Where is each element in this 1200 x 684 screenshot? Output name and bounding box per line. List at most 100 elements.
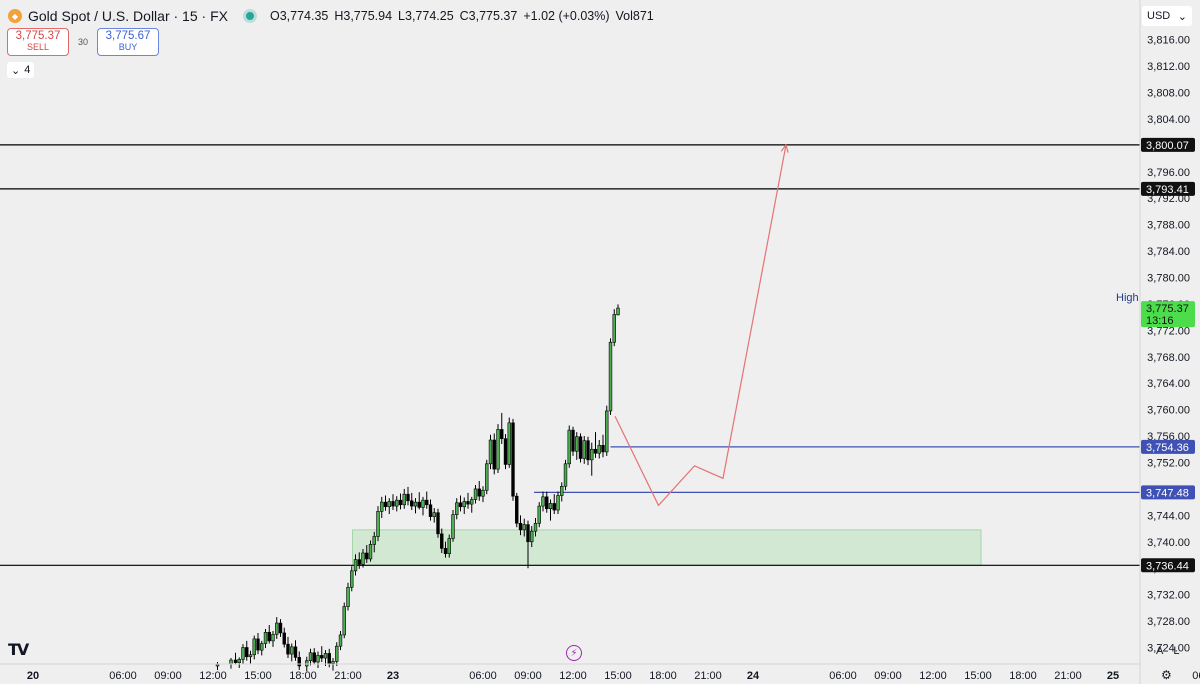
candle-body: [586, 440, 590, 461]
candle-body: [293, 646, 298, 658]
indicators-toggle[interactable]: ⌄ 4: [7, 62, 35, 78]
x-tick-label: 15:00: [244, 670, 272, 682]
lightning-icon[interactable]: ⚡: [566, 645, 582, 661]
candle-body: [526, 524, 530, 543]
candle-body: [552, 503, 556, 511]
y-tick-label: 3,768.00: [1147, 352, 1190, 364]
x-tick-label: 06:00: [829, 670, 857, 682]
candle-body: [350, 570, 354, 588]
price-label-bg: [1141, 558, 1195, 573]
candle-body: [578, 436, 583, 459]
candle-body: [492, 439, 496, 470]
candle-body: [612, 314, 616, 343]
sell-button[interactable]: 3,775.37 SELL: [7, 28, 69, 56]
candle-body: [267, 631, 271, 642]
candle-body: [260, 643, 264, 651]
support-price-label-bg: [1141, 485, 1195, 500]
candle-body: [376, 511, 380, 537]
candle-body: [515, 495, 519, 524]
y-tick-label: 3,732.00: [1147, 590, 1190, 602]
candle-body: [342, 606, 346, 636]
candle-body: [327, 653, 331, 664]
chevron-down-icon: ⌄: [11, 64, 21, 77]
candle-body: [335, 645, 339, 662]
x-tick-label: 06:00: [109, 670, 137, 682]
candle-body: [428, 504, 433, 517]
projection-path[interactable]: [614, 144, 787, 507]
candle-body: [432, 512, 436, 517]
candle-body: [316, 655, 320, 663]
candle-body: [368, 544, 373, 560]
candle-body: [537, 505, 541, 524]
symbol-title[interactable]: Gold Spot / U.S. Dollar · 15 · FX: [28, 8, 228, 24]
candle-body: [290, 646, 294, 655]
auto-scale-button[interactable]: A: [1156, 645, 1164, 657]
log-scale-button[interactable]: L: [1173, 645, 1180, 657]
currency-value: USD: [1147, 10, 1171, 22]
candle-body: [395, 499, 399, 507]
candle-body: [470, 499, 474, 505]
buy-button[interactable]: 3,775.67 BUY: [97, 28, 159, 56]
candle-body: [548, 503, 553, 510]
current-price-label-bg: [1141, 301, 1195, 328]
y-tick-label: 3,752.00: [1147, 457, 1190, 469]
candle-body: [241, 647, 245, 660]
candle-body: [582, 440, 586, 459]
candle-body: [256, 638, 260, 651]
price-label-bg: [1141, 181, 1195, 196]
close-value: C3,775.37: [459, 9, 518, 23]
candle-body: [462, 501, 466, 508]
candle-body: [533, 522, 538, 532]
x-tick-label: 06:0: [1192, 670, 1200, 682]
candle-body: [410, 500, 414, 507]
candle-body: [571, 429, 575, 452]
x-tick-label: 20: [27, 670, 39, 682]
candle-body: [275, 622, 279, 635]
high-value: H3,775.94: [334, 9, 393, 23]
candle-body: [455, 502, 459, 515]
market-status-icon: [245, 12, 254, 20]
candle-body: [323, 653, 328, 659]
support-price-label-bg: [1141, 439, 1195, 454]
candle-body: [263, 631, 268, 644]
candle-body: [417, 501, 421, 508]
demand-zone[interactable]: [352, 529, 982, 566]
low-value: L3,774.25: [398, 9, 454, 23]
candle-body: [556, 495, 560, 511]
buy-price: 3,775.67: [105, 30, 151, 42]
ohlc-values: O3,774.35 H3,775.94 L3,774.25 C3,775.37 …: [270, 9, 654, 23]
candle-body: [361, 552, 365, 565]
candle-body: [575, 436, 579, 452]
candle-body: [297, 657, 301, 667]
y-tick-label: 3,796.00: [1147, 167, 1190, 179]
candle-body: [466, 501, 470, 505]
candle-body: [500, 429, 504, 440]
currency-select[interactable]: USD ⌄: [1142, 6, 1192, 26]
candle-body: [387, 501, 391, 508]
candle-body: [605, 410, 609, 453]
candle-body: [282, 632, 286, 645]
candle-body: [229, 659, 233, 665]
candle-body: [593, 448, 598, 454]
candle-body: [245, 647, 249, 658]
candle-body: [522, 524, 526, 531]
x-tick-label: 06:00: [469, 670, 497, 682]
y-tick-label: 3,760.00: [1147, 405, 1190, 417]
x-tick-label: 12:00: [919, 670, 947, 682]
candle-body: [488, 439, 493, 465]
x-tick-label: 21:00: [1054, 670, 1082, 682]
price-axis-bg: [1140, 0, 1200, 684]
y-tick-label: 3,808.00: [1147, 87, 1190, 99]
candle-body: [451, 514, 455, 539]
candle-body: [320, 655, 324, 659]
open-value: O3,774.35: [269, 9, 329, 23]
gear-icon[interactable]: ⚙: [1161, 668, 1172, 682]
candle-body: [560, 485, 564, 496]
candle-body: [402, 493, 406, 506]
candle-body: [507, 422, 511, 465]
candle-body: [271, 633, 275, 642]
change-value: +1.02 (+0.03%): [523, 9, 610, 23]
candle-body: [312, 652, 316, 663]
tradingview-logo[interactable]: TV: [8, 640, 29, 659]
